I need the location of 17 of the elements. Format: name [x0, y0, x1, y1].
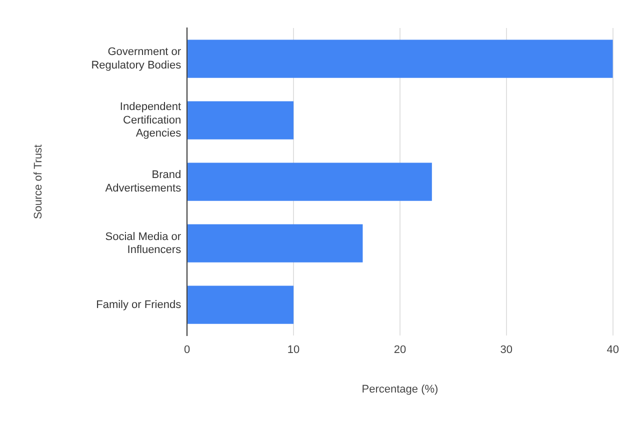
y-tick-label: Brand Advertisements — [105, 169, 182, 194]
bar — [188, 286, 294, 324]
x-tick-label: 40 — [606, 344, 620, 356]
y-tick-label: Social Media or Influencers — [105, 230, 182, 256]
bar — [188, 101, 294, 140]
bar — [188, 40, 613, 78]
y-axis-title: Source of Trust — [32, 144, 45, 220]
x-tick-label: 20 — [394, 344, 406, 356]
x-tick-label: 10 — [287, 344, 300, 356]
x-tick-label: 30 — [500, 344, 513, 356]
bar — [188, 162, 432, 201]
y-tick-label: Family or Friends — [96, 298, 182, 311]
y-tick-label: Independent Certification Agencies — [120, 101, 182, 140]
x-tick-label: 0 — [184, 344, 190, 356]
x-axis-title: Percentage (%) — [362, 383, 438, 396]
bar — [188, 224, 363, 262]
y-tick-label: Government or Regulatory Bodies — [91, 46, 182, 72]
